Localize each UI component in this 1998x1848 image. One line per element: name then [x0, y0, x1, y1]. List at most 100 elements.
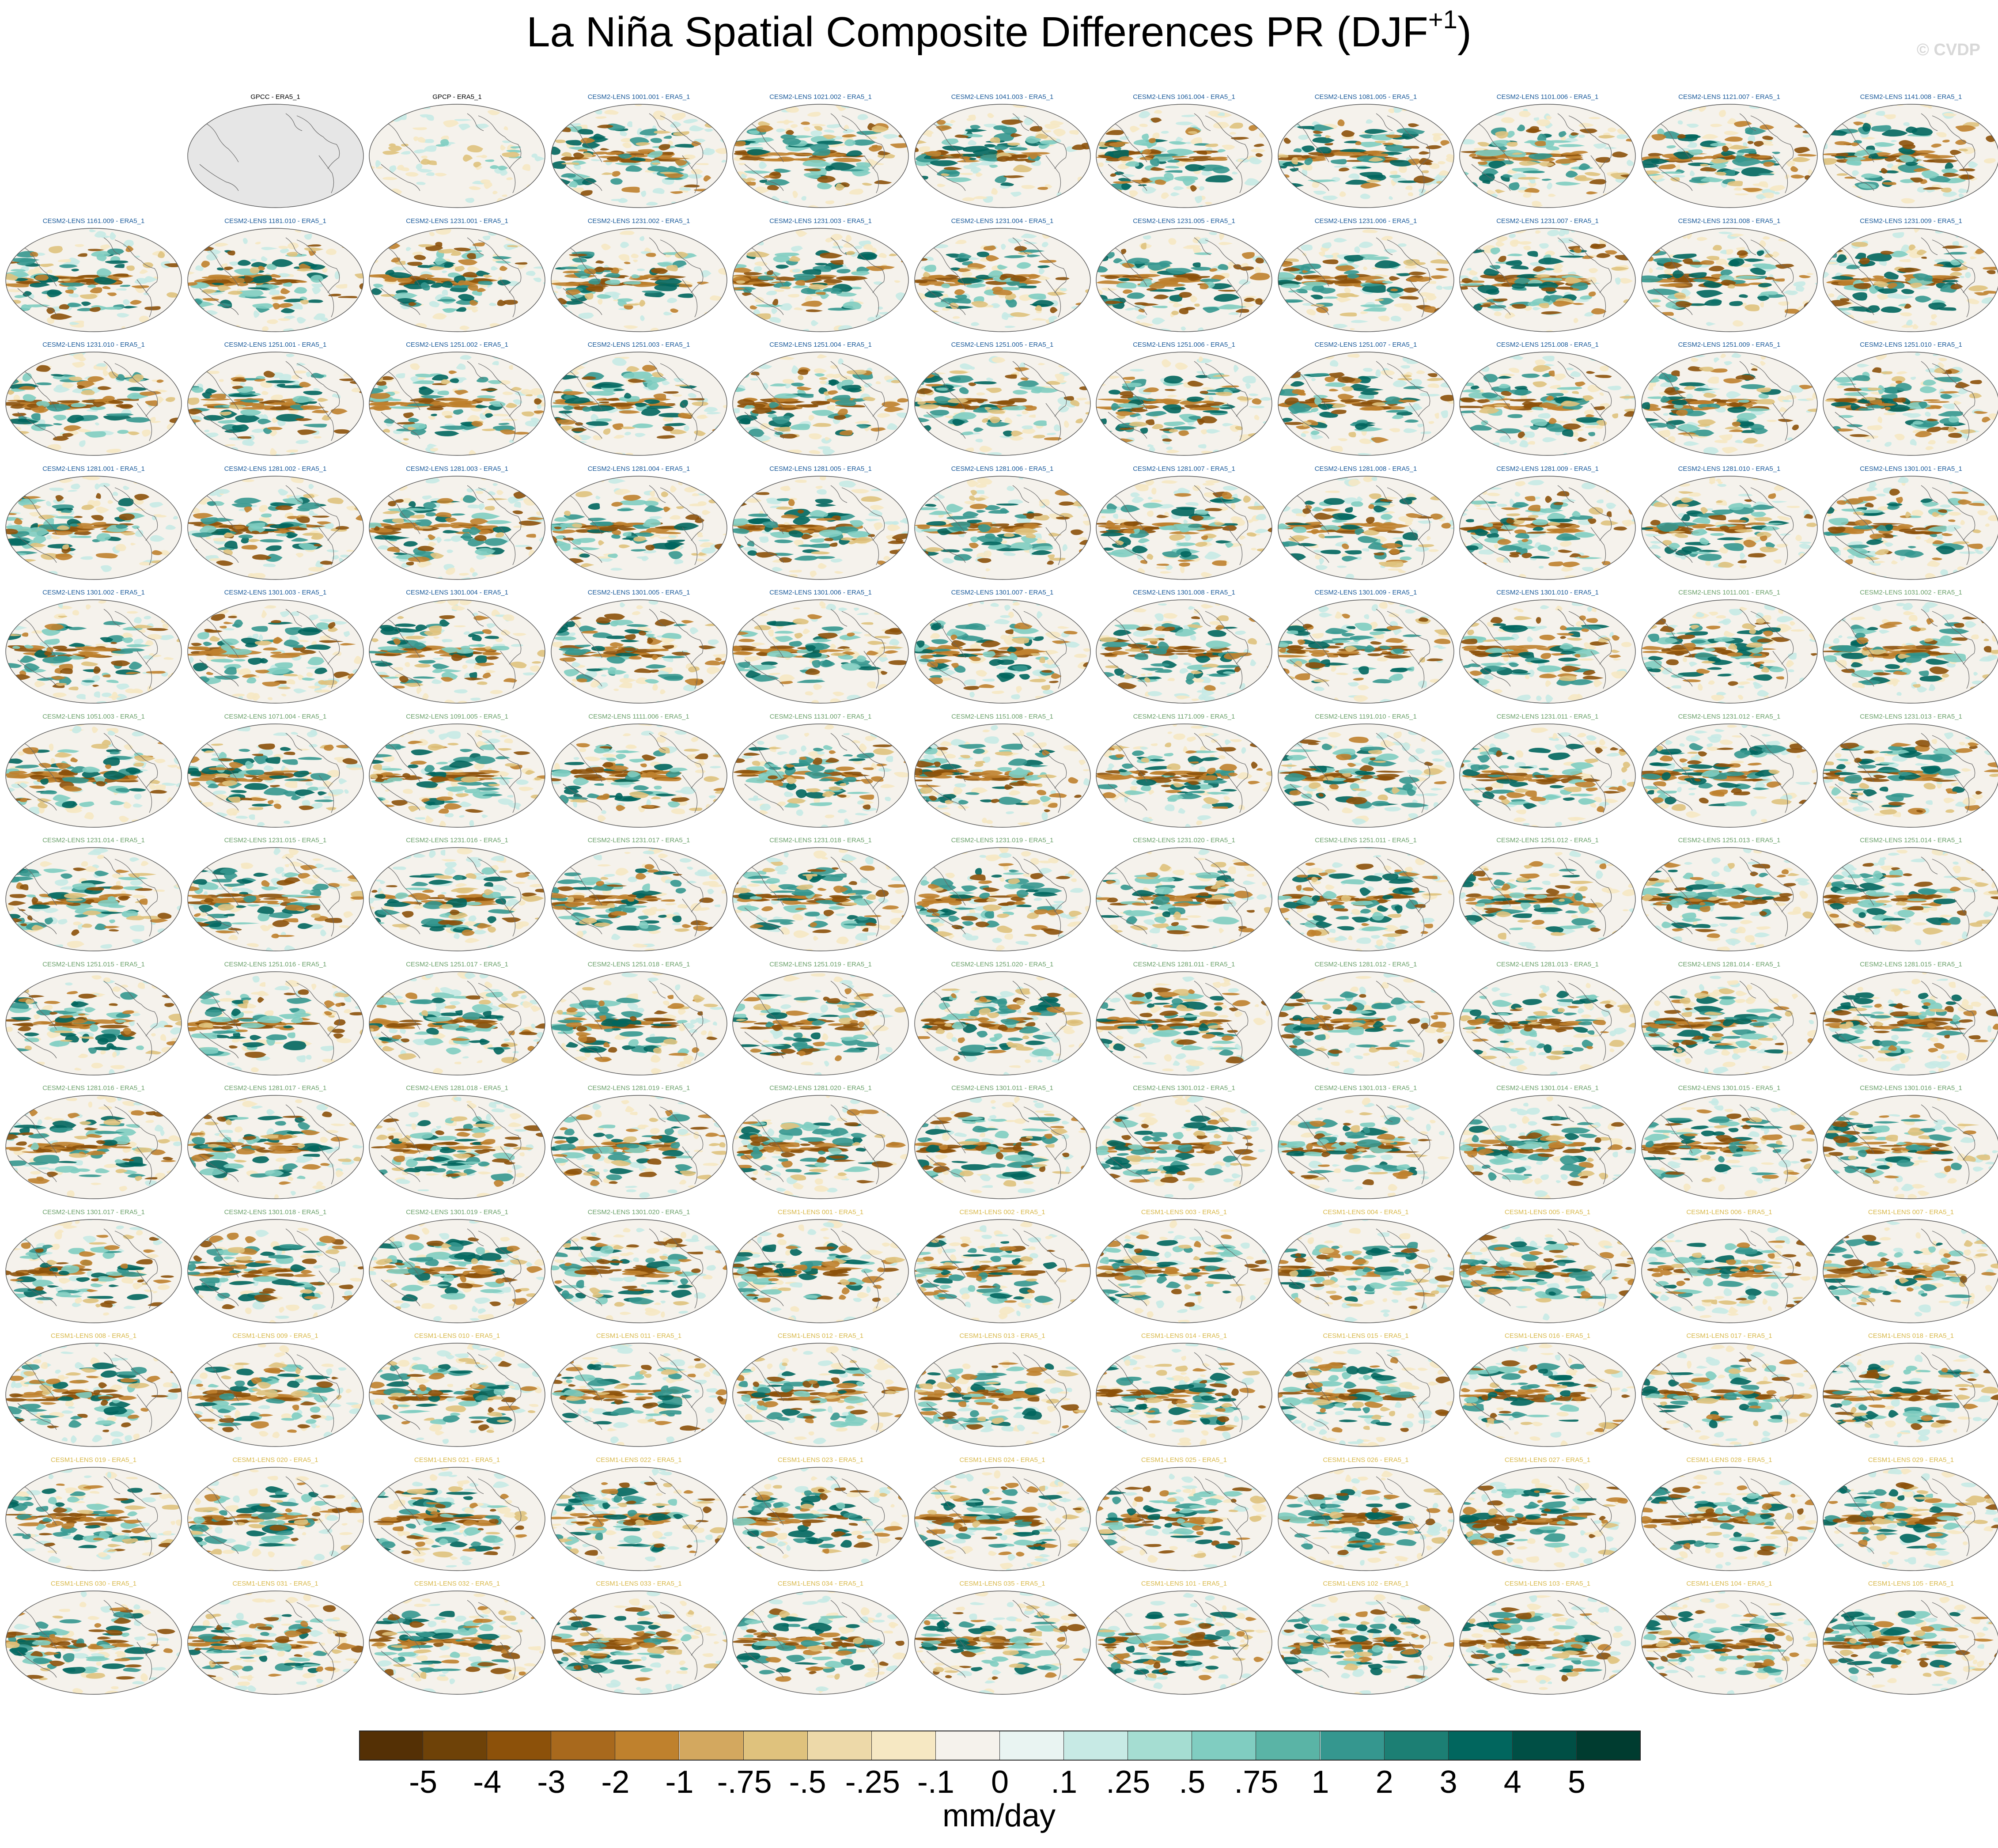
wet-anomaly-blob [962, 146, 990, 152]
noise-blob [187, 352, 194, 354]
noise-blob [1058, 454, 1066, 455]
wet-anomaly-blob [430, 282, 443, 288]
wet-anomaly-blob [1118, 178, 1131, 182]
noise-blob [1827, 309, 1836, 313]
dry-anomaly-blob [430, 401, 448, 406]
map-border [550, 227, 727, 332]
wet-anomaly-blob [1003, 430, 1012, 437]
coastline [376, 363, 393, 368]
wet-anomaly-blob [803, 173, 821, 179]
dry-anomaly-blob [1611, 266, 1629, 271]
wet-anomaly-blob [1026, 254, 1041, 258]
noise-blob [1201, 451, 1215, 454]
dry-anomaly-blob [746, 178, 756, 181]
noise-blob [35, 235, 45, 239]
dry-anomaly-blob [1014, 367, 1029, 372]
wet-anomaly-blob [1486, 288, 1500, 295]
noise-blob [482, 235, 491, 240]
wet-anomaly-blob [1345, 179, 1371, 185]
wet-anomaly-blob [1537, 133, 1547, 142]
dry-anomaly-blob [1252, 398, 1262, 405]
dry-anomaly-blob [128, 431, 140, 435]
noise-blob [1054, 374, 1064, 382]
noise-blob [535, 318, 545, 325]
wet-anomaly-blob [823, 288, 842, 292]
noise-blob [1195, 196, 1203, 204]
noise-blob [752, 194, 762, 197]
coastline [199, 412, 239, 439]
wet-anomaly-blob [1032, 299, 1054, 307]
dry-anomaly-blob [1165, 389, 1177, 391]
wet-anomaly-blob [1382, 280, 1393, 284]
dry-anomaly-blob [38, 405, 45, 413]
wet-anomaly-blob [1005, 299, 1017, 307]
coastline [1657, 246, 1693, 286]
noise-blob [1929, 320, 1937, 326]
dry-anomaly-blob [940, 173, 950, 176]
noise-blob [950, 120, 956, 124]
noise-blob [1249, 157, 1262, 165]
noise-blob [738, 163, 746, 166]
dry-anomaly-blob [1115, 411, 1137, 417]
dry-anomaly-blob [1836, 153, 1849, 156]
dry-anomaly-blob [1873, 275, 1885, 279]
dry-anomaly-blob [1200, 390, 1208, 394]
noise-blob [827, 405, 836, 411]
dry-anomaly-blob [1197, 418, 1205, 425]
coastline [376, 115, 393, 121]
dry-anomaly-blob [1152, 424, 1164, 429]
noise-blob [1513, 356, 1524, 360]
wet-anomaly-blob [492, 256, 512, 259]
coastline [1290, 288, 1329, 315]
coastline [1772, 155, 1788, 193]
dry-anomaly-blob [658, 144, 670, 151]
page-title: La Niña Spatial Composite Differences PR… [0, 5, 1998, 57]
noise-blob [849, 189, 864, 195]
dry-anomaly-blob [61, 278, 71, 281]
dry-anomaly-blob [201, 276, 220, 279]
noise-blob [280, 248, 289, 254]
noise-blob [1398, 166, 1407, 173]
dry-anomaly-blob [481, 388, 498, 391]
noise-blob [766, 290, 777, 295]
dry-anomaly-blob [1140, 242, 1147, 250]
noise-blob [952, 316, 960, 319]
wet-anomaly-blob [773, 255, 791, 262]
noise-blob [1082, 201, 1086, 207]
dry-anomaly-blob [1714, 171, 1726, 176]
noise-blob [417, 169, 433, 173]
dry-anomaly-blob [280, 288, 290, 294]
noise-blob [424, 145, 437, 152]
dry-anomaly-blob [581, 376, 596, 380]
wet-anomaly-blob [632, 423, 653, 428]
dry-anomaly-blob [269, 406, 291, 410]
wet-anomaly-blob [1721, 150, 1736, 156]
noise-blob [1792, 191, 1802, 196]
noise-blob [1010, 191, 1022, 197]
noise-blob [515, 112, 526, 117]
dry-anomaly-blob [369, 405, 391, 410]
noise-blob [46, 269, 53, 273]
coastline [478, 363, 522, 417]
noise-blob [1300, 433, 1306, 437]
wet-anomaly-blob [16, 258, 36, 265]
dry-anomaly-blob [1927, 159, 1958, 163]
noise-blob [1075, 367, 1086, 372]
wet-anomaly-blob [67, 415, 84, 423]
noise-blob [699, 352, 709, 356]
panel-title: CESM2-LENS 1231.001 - ERA5_1 [367, 217, 548, 226]
noise-blob [79, 440, 86, 447]
noise-blob [1641, 112, 1648, 116]
coastline [1294, 122, 1329, 163]
dry-anomaly-blob [800, 121, 810, 125]
dry-anomaly-blob [1037, 187, 1048, 190]
noise-blob [1608, 104, 1616, 106]
wet-anomaly-blob [36, 382, 52, 386]
noise-blob [1627, 159, 1634, 166]
dry-anomaly-blob [1339, 312, 1357, 317]
dry-anomaly-blob [1162, 400, 1175, 405]
dry-anomaly-blob [1341, 386, 1354, 392]
noise-blob [173, 321, 182, 325]
panel-title: CESM2-LENS 1251.008 - ERA5_1 [1457, 341, 1638, 349]
wet-anomaly-blob [283, 282, 292, 287]
